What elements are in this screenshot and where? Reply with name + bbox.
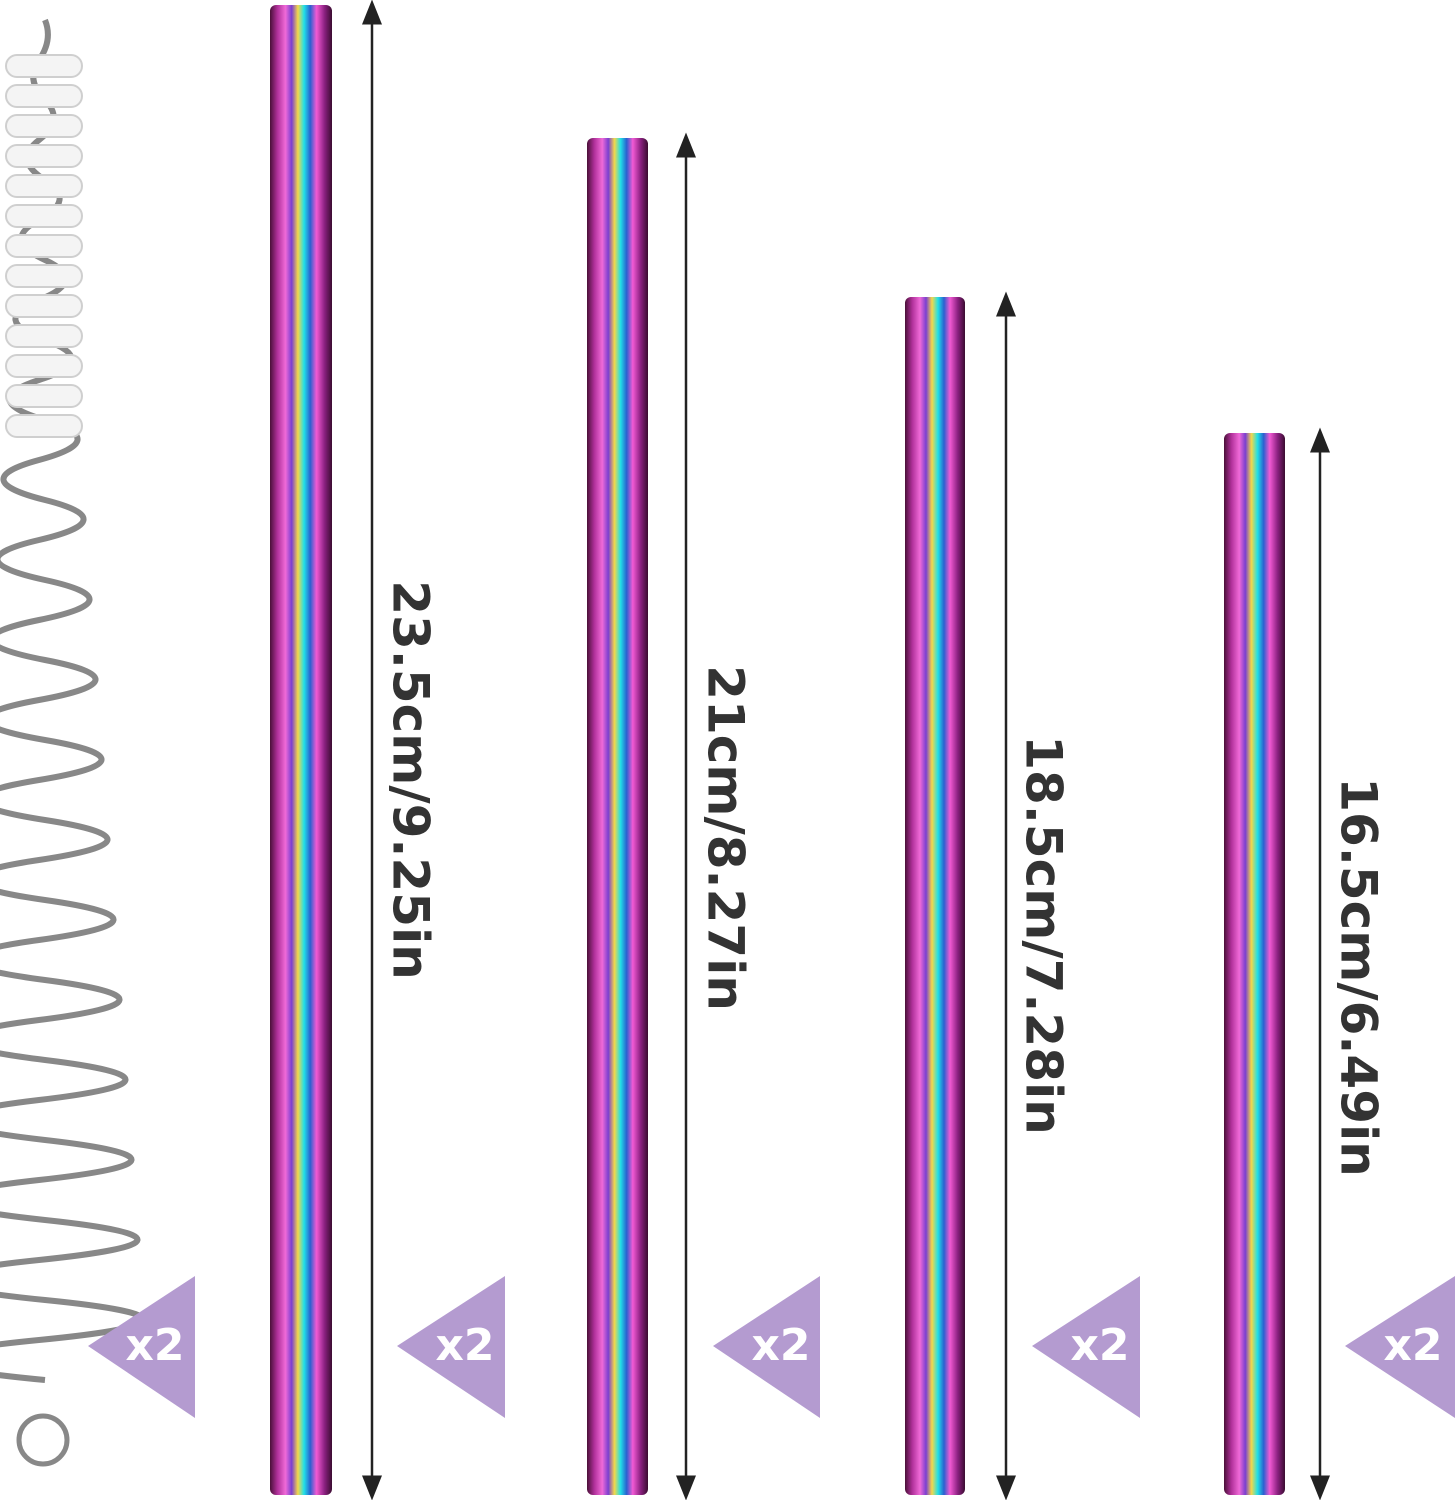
length-label: 21cm/8.27in <box>697 665 755 1011</box>
length-label: 23.5cm/9.25in <box>382 580 440 979</box>
quantity-text: x2 <box>1384 1320 1443 1371</box>
straw <box>587 138 648 1495</box>
quantity-text: x2 <box>126 1320 185 1371</box>
quantity-badge: x2 <box>1345 1276 1455 1418</box>
length-label: 18.5cm/7.28in <box>1015 735 1073 1134</box>
quantity-text: x2 <box>752 1320 811 1371</box>
quantity-badge: x2 <box>713 1276 820 1418</box>
quantity-badge: x2 <box>1032 1276 1140 1418</box>
length-label: 16.5cm/6.49in <box>1330 777 1388 1176</box>
straw <box>1224 433 1285 1495</box>
quantity-text: x2 <box>1071 1320 1130 1371</box>
straw <box>905 297 965 1495</box>
quantity-badge: x2 <box>88 1276 195 1418</box>
quantity-badge: x2 <box>397 1276 505 1418</box>
straw <box>270 5 332 1495</box>
cleaning-brush <box>0 18 147 1467</box>
quantity-text: x2 <box>436 1320 495 1371</box>
